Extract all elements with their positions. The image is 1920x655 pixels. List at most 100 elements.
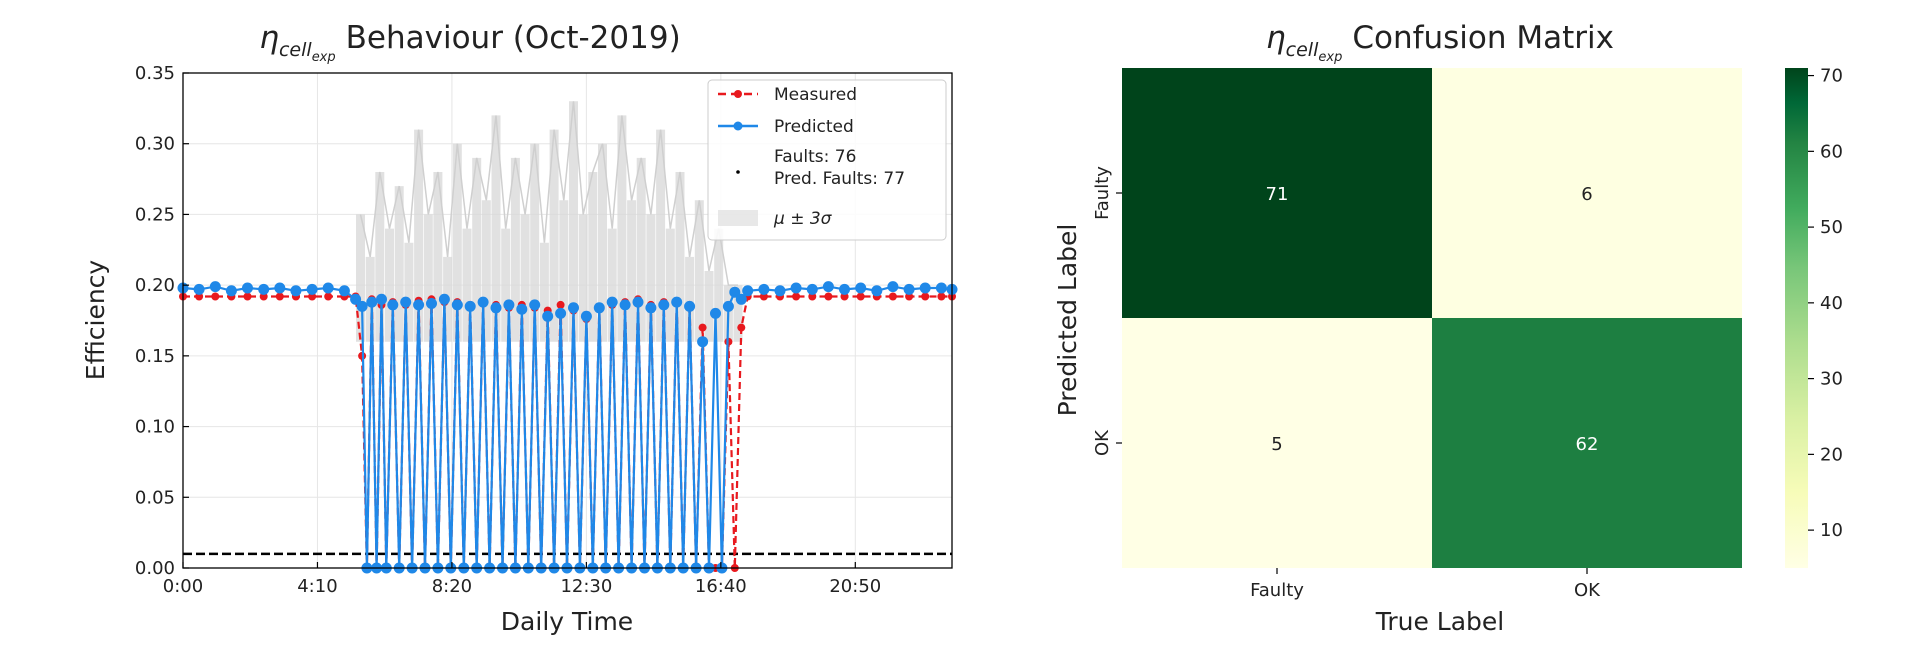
data-point bbox=[338, 285, 350, 297]
x-tick-label: 12:30 bbox=[560, 576, 612, 597]
data-point bbox=[274, 282, 286, 294]
data-point bbox=[366, 296, 378, 308]
data-point bbox=[593, 302, 605, 314]
y-tick-label: 0.30 bbox=[135, 134, 175, 155]
data-point bbox=[737, 323, 746, 332]
data-point bbox=[490, 302, 502, 314]
data-point bbox=[350, 293, 362, 305]
data-point bbox=[211, 292, 220, 301]
data-point bbox=[619, 299, 631, 311]
matrix-title-text: Confusion Matrix bbox=[1352, 20, 1614, 56]
title-subsubscript: exp bbox=[312, 50, 336, 65]
data-point bbox=[856, 292, 865, 301]
y-axis-label: Efficiency bbox=[81, 260, 110, 381]
data-point bbox=[919, 282, 931, 294]
data-point bbox=[935, 282, 947, 294]
matrix-x-axis-label: True Label bbox=[1375, 607, 1505, 636]
data-point bbox=[921, 292, 930, 301]
data-point bbox=[580, 310, 592, 322]
y-tick-label: 0.20 bbox=[135, 275, 175, 296]
data-point bbox=[242, 282, 253, 294]
confusion-matrix-chart: ηcellexp Confusion Matrix 71 6 5 62 Faulty OK… bbox=[1053, 20, 1843, 636]
data-point bbox=[400, 296, 412, 308]
colorbar-tick-label: 20 bbox=[1820, 444, 1843, 465]
matrix-cell bbox=[1432, 68, 1742, 318]
data-point bbox=[839, 283, 850, 295]
matrix-title-eta-symbol: η bbox=[1266, 20, 1286, 56]
matrix-x-ticks: Faulty OK bbox=[1250, 568, 1601, 601]
matrix-cell-value: 62 bbox=[1576, 434, 1599, 455]
legend-measured-marker bbox=[734, 90, 742, 98]
data-point bbox=[275, 292, 284, 301]
data-point bbox=[871, 285, 883, 297]
data-point bbox=[887, 281, 899, 293]
matrix-cells bbox=[1122, 68, 1742, 568]
matrix-x-tick-label: OK bbox=[1574, 580, 1601, 601]
colorbar bbox=[1785, 68, 1808, 568]
data-point bbox=[790, 282, 802, 294]
x-axis-label: Daily Time bbox=[501, 607, 633, 636]
colorbar-tick-label: 30 bbox=[1820, 369, 1843, 390]
data-point bbox=[387, 299, 399, 311]
sigma-band-area bbox=[356, 101, 743, 342]
data-point bbox=[822, 281, 834, 293]
matrix-y-axis-label: Predicted Label bbox=[1053, 224, 1082, 417]
data-point bbox=[503, 299, 515, 311]
y-axis-ticks: 0.00 0.05 0.10 0.15 0.20 0.25 0.30 0.35 bbox=[135, 63, 189, 579]
matrix-y-tick-label: OK bbox=[1092, 429, 1113, 456]
matrix-x-tick-label: Faulty bbox=[1250, 580, 1304, 601]
x-tick-label: 8:20 bbox=[432, 576, 472, 597]
legend-band-label: μ ± 3σ bbox=[773, 209, 833, 229]
matrix-y-ticks: Faulty OK bbox=[1092, 166, 1122, 456]
matrix-cell bbox=[1432, 318, 1742, 568]
data-point bbox=[529, 299, 541, 311]
colorbar-tick-label: 50 bbox=[1820, 217, 1843, 238]
y-tick-label: 0.15 bbox=[135, 346, 175, 367]
data-point bbox=[209, 281, 221, 293]
data-point bbox=[606, 296, 618, 308]
colorbar-ticks: 10 20 30 40 50 60 70 bbox=[1808, 66, 1843, 541]
matrix-title-subscript: cell bbox=[1286, 39, 1319, 61]
colorbar-tick-label: 70 bbox=[1820, 66, 1843, 87]
plot-frame bbox=[182, 72, 953, 569]
data-point bbox=[824, 292, 833, 301]
efficiency-chart: ηcellexp Behaviour (Oct-2019) 0.00 0.05 0.1… bbox=[81, 20, 958, 636]
data-point bbox=[376, 293, 387, 305]
x-tick-label: 0:00 bbox=[163, 576, 203, 597]
data-point bbox=[451, 299, 463, 311]
data-point bbox=[324, 292, 333, 301]
legend-predicted-marker bbox=[733, 121, 743, 131]
data-point bbox=[658, 299, 670, 311]
legend: Measured Predicted Faults: 76 Pred. Faul… bbox=[707, 79, 947, 241]
data-point bbox=[516, 303, 528, 315]
matrix-cell-value: 6 bbox=[1581, 184, 1592, 205]
data-point bbox=[671, 296, 683, 308]
data-point bbox=[568, 302, 579, 314]
legend-pred-faults-label: Pred. Faults: 77 bbox=[774, 169, 905, 189]
matrix-title: ηcellexp Confusion Matrix bbox=[1266, 20, 1614, 65]
series-line bbox=[183, 295, 952, 570]
data-point bbox=[698, 323, 707, 332]
data-point bbox=[806, 283, 818, 295]
x-tick-label: 4:10 bbox=[297, 576, 337, 597]
data-point bbox=[903, 283, 915, 295]
data-point bbox=[225, 285, 237, 297]
title-subscript: cell bbox=[279, 39, 312, 61]
data-point bbox=[556, 300, 565, 309]
data-point bbox=[645, 302, 657, 314]
data-point bbox=[735, 293, 747, 305]
data-point bbox=[742, 285, 754, 297]
legend-faults-label: Faults: 76 bbox=[774, 147, 856, 167]
sigma-band bbox=[356, 101, 743, 342]
data-point bbox=[729, 286, 741, 298]
matrix-y-tick-label: Faulty bbox=[1092, 166, 1113, 220]
matrix-cell-labels: 71 6 5 62 bbox=[1266, 184, 1599, 455]
data-point bbox=[356, 300, 368, 312]
data-point bbox=[855, 282, 867, 294]
sigma-band-edge bbox=[359, 101, 738, 286]
colorbar-tick-label: 40 bbox=[1820, 293, 1843, 314]
data-point bbox=[710, 307, 721, 319]
y-tick-label: 0.10 bbox=[135, 417, 175, 438]
